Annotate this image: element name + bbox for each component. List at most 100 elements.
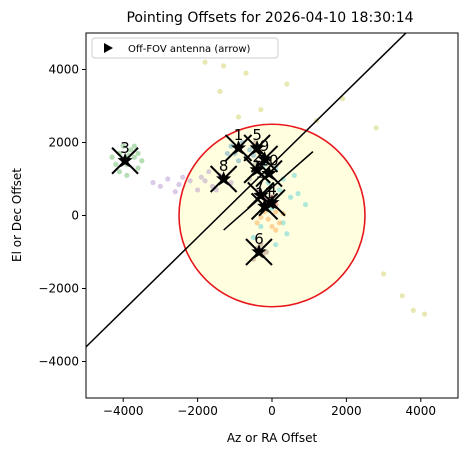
antenna-star-icon [257, 150, 273, 166]
antenna-star-icon [257, 198, 273, 213]
antenna-star-icon [117, 152, 133, 168]
legend-marker-triangle-icon [104, 43, 113, 53]
scatter-point [157, 183, 163, 189]
scatter-point [250, 234, 256, 240]
scatter-point [258, 223, 264, 230]
scatter-point [254, 220, 260, 226]
scatter-point [235, 158, 242, 164]
scatter-point [273, 227, 279, 233]
antenna-label: 11 [255, 184, 274, 202]
scatter-point [258, 107, 264, 113]
scatter-point [410, 307, 416, 313]
scatter-point [291, 172, 297, 178]
scatter-point [221, 63, 227, 69]
scatter-point [284, 231, 290, 237]
scatter-point [288, 194, 294, 200]
y-tick-label: −4000 [38, 355, 79, 369]
scatter-point [195, 187, 201, 193]
scatter-point [202, 178, 208, 184]
scatter-point [206, 169, 212, 175]
antenna-label: 9 [260, 137, 270, 155]
scatter-point [131, 154, 137, 160]
antenna-label: 5 [252, 126, 262, 144]
x-axis-ticks: −4000 −2000 0 2000 4000 [103, 398, 436, 418]
y-tick-label: 4000 [48, 63, 79, 77]
scatter-point [399, 293, 405, 299]
antenna-label: 8 [219, 157, 229, 175]
lines-layer [86, 33, 407, 348]
scatter-point [109, 154, 115, 160]
scatter-point [172, 189, 178, 195]
scatter-point [340, 96, 346, 102]
scatter-point [302, 201, 309, 208]
scatter-point [228, 143, 234, 149]
scatter-point [235, 114, 242, 120]
y-tick-label: 0 [71, 209, 79, 223]
scatter-point [165, 176, 171, 182]
antenna-label: 4 [267, 181, 277, 199]
scatter-point [284, 81, 290, 87]
scatter-point [202, 59, 208, 65]
scatter-point [139, 158, 145, 164]
scatter-point [421, 311, 428, 317]
scatter-point [280, 220, 286, 226]
scatter-point [276, 187, 283, 193]
scatter-point [176, 181, 182, 188]
scatter-point [116, 169, 123, 175]
antenna-star-icon [251, 244, 267, 259]
x-tick-label: −2000 [177, 404, 218, 418]
scatter-point [131, 143, 137, 149]
scatter-point [243, 70, 249, 76]
scatter-point [224, 150, 230, 157]
scatter-point [198, 174, 204, 180]
y-axis-label: El or Dec Offset [10, 168, 24, 262]
fov-circle-edge [178, 123, 366, 308]
scatter-point [373, 125, 379, 131]
scatter-point [135, 165, 141, 171]
legend: Off-FOV antenna (arrow) [91, 37, 279, 59]
antenna-star-icon [216, 171, 232, 186]
scatter-point [381, 271, 387, 277]
scatter-point [135, 150, 141, 157]
scatter-point [113, 161, 119, 167]
y-tick-label: 2000 [48, 136, 79, 150]
reference-line [223, 151, 314, 231]
scatter-point [273, 242, 279, 248]
scatter-layer [109, 59, 428, 317]
scatter-point [276, 220, 283, 226]
scatter-point [120, 143, 126, 149]
antenna-label: 3 [120, 139, 130, 157]
x-axis-label: Az or RA Offset [227, 431, 318, 445]
scatter-point [265, 216, 271, 222]
x-tick-label: 0 [268, 404, 276, 418]
scatter-point [280, 176, 286, 182]
antenna-label: 1 [234, 126, 244, 144]
y-axis-ticks: −4000 −2000 0 2000 4000 [38, 63, 86, 369]
scatter-point [187, 178, 193, 184]
legend-box [91, 37, 279, 59]
antenna-label: 10 [259, 152, 278, 170]
x-tick-label: 2000 [331, 404, 362, 418]
antenna-star-icon [249, 140, 265, 155]
antenna-label: 2 [252, 148, 262, 166]
scatter-point [273, 209, 279, 215]
reference-line [86, 33, 407, 348]
legend-label: Off-FOV antenna (arrow) [128, 44, 251, 55]
antenna-star-icon [253, 187, 269, 202]
scatter-point [150, 180, 156, 186]
scatter-point [128, 147, 134, 153]
antenna-star-icon [264, 194, 280, 210]
scatter-point [269, 223, 275, 230]
scatter-point [247, 147, 253, 153]
y-tick-label: −2000 [38, 282, 79, 296]
antenna-star-icon [249, 161, 265, 177]
scatter-point [295, 191, 301, 197]
fov-layer [178, 123, 366, 308]
antenna-star-icon [261, 165, 277, 180]
scatter-point [217, 88, 223, 94]
fov-circle-fill [179, 124, 365, 307]
scatter-point [124, 172, 130, 178]
antenna-label: 7 [256, 173, 266, 191]
